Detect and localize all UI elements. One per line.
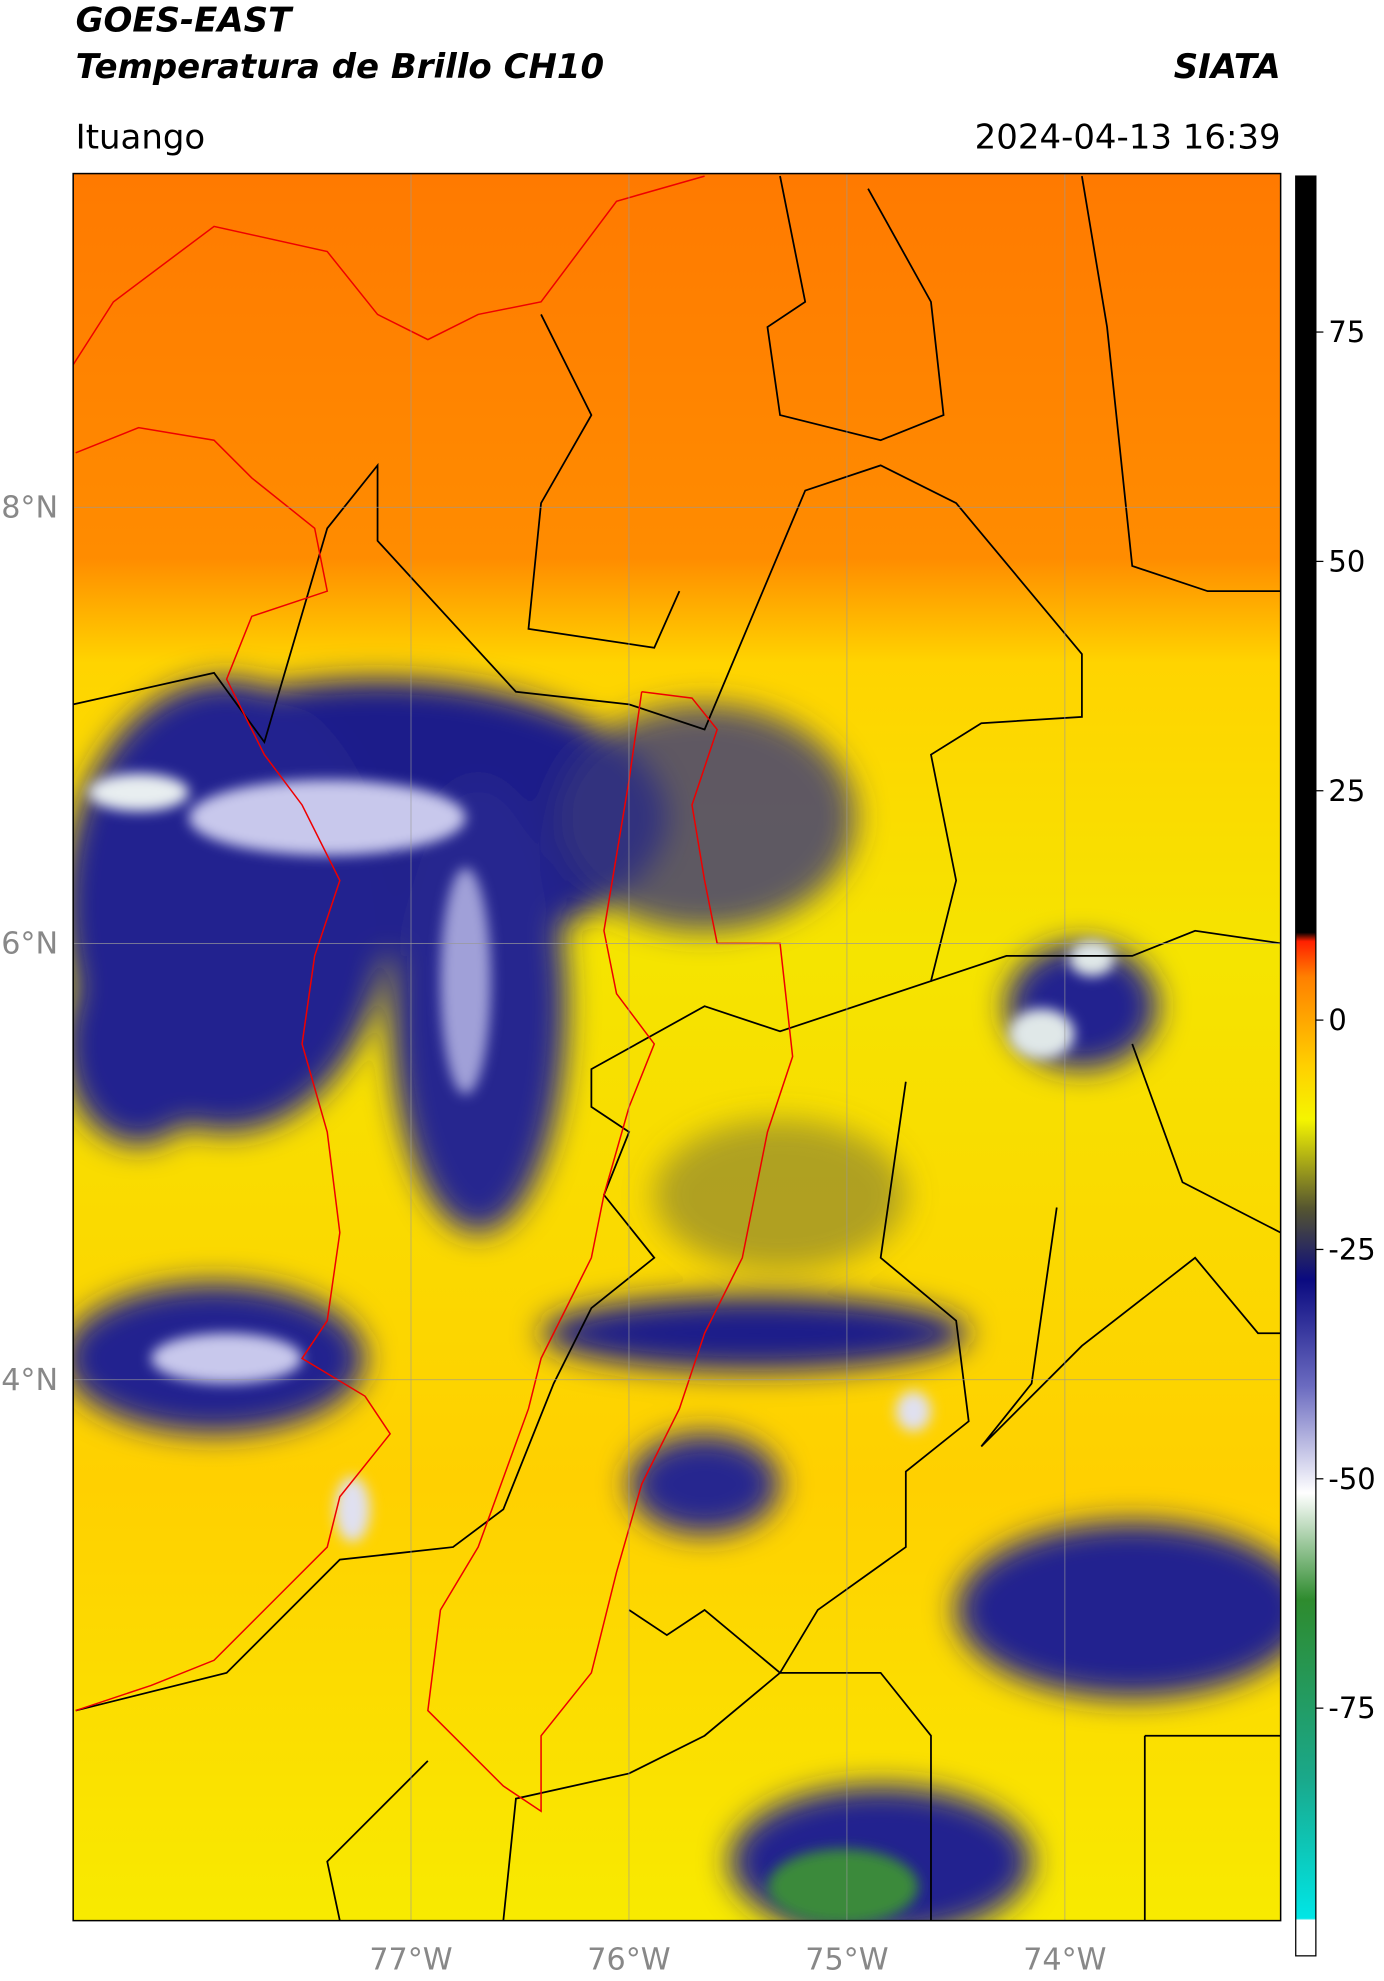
y-tick-label: 4°N xyxy=(1,1363,58,1398)
colorbar-tick-label: -75 xyxy=(1328,1691,1375,1725)
title: GOES-EAST xyxy=(76,0,294,40)
subtitle: Temperatura de Brillo CH10 xyxy=(76,47,604,87)
y-tick-label: 6°N xyxy=(1,927,58,962)
graticule: 77°W 76°W 75°W 74°W 8°N 6°N 4°N xyxy=(1,173,1281,1978)
colorbar-tick-label: -25 xyxy=(1328,1233,1375,1267)
colorbar-ticks: 75 50 25 0 -25 -50 -75 xyxy=(1315,315,1376,1725)
x-tick-label: 74°W xyxy=(1023,1943,1106,1978)
colorbar-tick-label: 0 xyxy=(1328,1003,1346,1037)
x-tick-label: 77°W xyxy=(369,1943,452,1978)
satellite-image xyxy=(73,173,1281,1921)
colorbar-tick-label: 75 xyxy=(1328,315,1365,349)
map-frame xyxy=(72,172,1282,1922)
x-tick-label: 76°W xyxy=(587,1943,670,1978)
colorbar xyxy=(1295,175,1317,1957)
borders xyxy=(73,175,1281,1921)
datetime: 2024-04-13 16:39 xyxy=(975,117,1281,157)
colorbar-tick-label: -50 xyxy=(1328,1462,1375,1496)
source: SIATA xyxy=(1174,47,1281,87)
x-tick-label: 75°W xyxy=(805,1943,888,1978)
colorbar-tick-label: 25 xyxy=(1328,774,1365,808)
colorbar-tick-label: 50 xyxy=(1328,544,1365,578)
y-tick-label: 8°N xyxy=(1,490,58,525)
location: Ituango xyxy=(76,117,206,157)
